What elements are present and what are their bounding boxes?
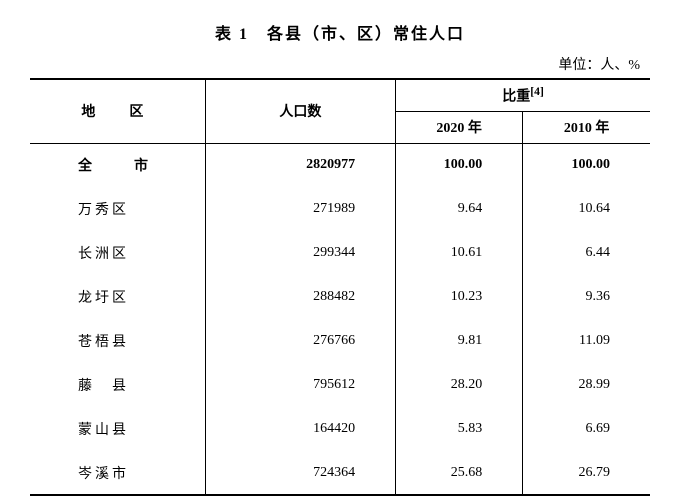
- cell-region: 岑溪市: [30, 451, 205, 495]
- cell-population: 795612: [205, 363, 395, 407]
- cell-population: 724364: [205, 451, 395, 495]
- cell-share-2020: 28.20: [396, 363, 523, 407]
- table-row: 万秀区2719899.6410.64: [30, 187, 650, 231]
- table-body: 全 市 2820977 100.00 100.00 万秀区2719899.641…: [30, 143, 650, 495]
- table-row: 长洲区29934410.616.44: [30, 231, 650, 275]
- cell-region: 苍梧县: [30, 319, 205, 363]
- cell-share-2010: 28.99: [523, 363, 650, 407]
- cell-region: 万秀区: [30, 187, 205, 231]
- cell-share-2020: 10.23: [396, 275, 523, 319]
- cell-share-2020: 100.00: [396, 143, 523, 187]
- header-region: 地 区: [30, 79, 205, 143]
- cell-population: 2820977: [205, 143, 395, 187]
- header-share-note: [4]: [530, 85, 544, 98]
- cell-share-2020: 9.64: [396, 187, 523, 231]
- header-share: 比重[4]: [396, 79, 650, 111]
- cell-population: 288482: [205, 275, 395, 319]
- header-population: 人口数: [205, 79, 395, 143]
- table-row: 苍梧县2767669.8111.09: [30, 319, 650, 363]
- cell-share-2010: 6.69: [523, 407, 650, 451]
- header-year-2010: 2010 年: [523, 111, 650, 143]
- table-row: 岑溪市72436425.6826.79: [30, 451, 650, 495]
- table-row: 蒙山县1644205.836.69: [30, 407, 650, 451]
- cell-share-2010: 26.79: [523, 451, 650, 495]
- cell-share-2010: 6.44: [523, 231, 650, 275]
- cell-region: 藤 县: [30, 363, 205, 407]
- cell-region: 龙圩区: [30, 275, 205, 319]
- cell-share-2010: 11.09: [523, 319, 650, 363]
- unit-label: 单位：人、%: [30, 54, 650, 74]
- cell-share-2020: 25.68: [396, 451, 523, 495]
- table-row-total: 全 市 2820977 100.00 100.00: [30, 143, 650, 187]
- cell-share-2010: 9.36: [523, 275, 650, 319]
- table-row: 龙圩区28848210.239.36: [30, 275, 650, 319]
- cell-share-2020: 5.83: [396, 407, 523, 451]
- cell-region: 蒙山县: [30, 407, 205, 451]
- header-share-text: 比重: [502, 90, 530, 105]
- cell-share-2020: 10.61: [396, 231, 523, 275]
- cell-share-2010: 10.64: [523, 187, 650, 231]
- cell-population: 271989: [205, 187, 395, 231]
- cell-region: 长洲区: [30, 231, 205, 275]
- cell-region: 全 市: [30, 143, 205, 187]
- cell-population: 164420: [205, 407, 395, 451]
- table-row: 藤 县79561228.2028.99: [30, 363, 650, 407]
- table-title: 表 1 各县（市、区）常住人口: [30, 20, 650, 44]
- header-year-2020: 2020 年: [396, 111, 523, 143]
- cell-share-2020: 9.81: [396, 319, 523, 363]
- population-table: 地 区 人口数 比重[4] 2020 年 2010 年 全 市 2820977 …: [30, 78, 650, 496]
- cell-share-2010: 100.00: [523, 143, 650, 187]
- cell-population: 276766: [205, 319, 395, 363]
- cell-population: 299344: [205, 231, 395, 275]
